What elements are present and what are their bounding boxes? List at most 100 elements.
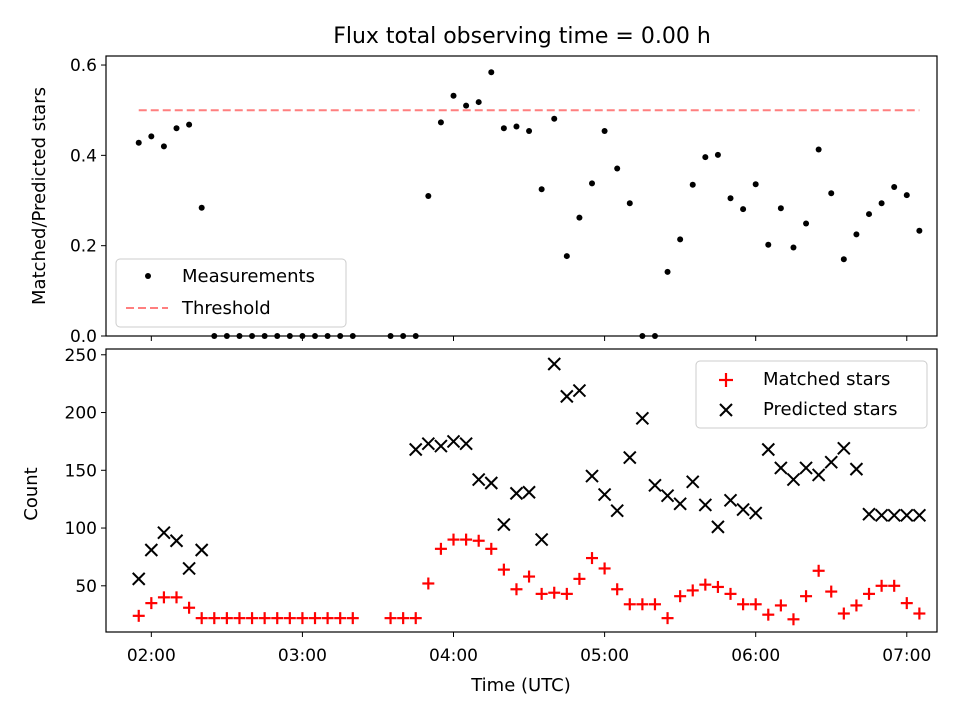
predicted-stars-point: [686, 475, 700, 489]
measurement-point: [664, 268, 671, 275]
matched-stars-point: [699, 578, 712, 591]
predicted-stars-point: [635, 411, 650, 426]
measurement-point: [538, 186, 545, 193]
bottom-y-tick-label: 250: [65, 346, 97, 366]
bottom-panel: 50 100 150 200 250 02:00 03:00 04:00 05:00 06:00…: [21, 346, 938, 696]
predicted-stars-point: [446, 434, 461, 449]
x-tick-label: 03:00: [278, 646, 327, 666]
measurement-point: [626, 200, 633, 207]
predicted-stars-point: [912, 508, 927, 523]
predicted-stars-point: [497, 517, 511, 532]
predicted-stars-point: [144, 543, 159, 557]
matched-stars-point: [661, 612, 674, 625]
bottom-y-tick-label: 100: [65, 519, 97, 539]
matched-stars-point: [875, 579, 888, 592]
legend-matched-marker: [719, 373, 733, 387]
matched-stars-point: [749, 598, 762, 611]
predicted-stars-point: [459, 437, 473, 451]
x-tick-label: 07:00: [882, 646, 931, 666]
measurement-point: [450, 92, 457, 99]
measurement-point: [173, 125, 180, 132]
top-y-ticks: 0.0 0.2 0.4 0.6: [70, 56, 106, 347]
matched-stars-point: [422, 577, 435, 590]
measurement-point: [488, 69, 495, 76]
predicted-stars-point: [723, 493, 738, 508]
matched-stars-point: [812, 564, 825, 577]
x-tick-label: 02:00: [127, 646, 176, 666]
matched-stars-point: [535, 587, 548, 600]
predicted-stars-point: [409, 442, 423, 457]
matched-stars-point: [258, 612, 271, 625]
measurement-point: [878, 200, 885, 207]
measurement-point: [677, 236, 684, 243]
measurement-point: [866, 211, 873, 218]
predicted-stars-point: [597, 487, 612, 502]
matched-stars-point: [598, 562, 611, 575]
matched-stars-point: [233, 612, 246, 625]
predicted-stars-point: [660, 488, 675, 503]
predicted-stars-point: [824, 455, 838, 469]
measurement-point: [198, 204, 205, 211]
bottom-legend: Matched stars Predicted stars: [695, 360, 928, 429]
measurement-point: [765, 241, 772, 248]
matched-stars-point: [321, 612, 334, 625]
matched-stars-point: [434, 542, 447, 555]
matched-stars-point: [485, 542, 498, 555]
predicted-stars-point: [748, 506, 763, 520]
predicted-stars-point: [761, 442, 775, 457]
matched-stars-point: [888, 579, 901, 592]
measurement-point: [777, 205, 784, 212]
measurement-point: [551, 115, 558, 122]
predicted-stars-point: [182, 561, 196, 576]
predicted-stars-point: [522, 485, 536, 499]
predicted-stars-point: [698, 498, 713, 512]
matched-stars-point: [132, 609, 145, 622]
matched-stars-point: [497, 563, 510, 576]
top-legend-box: [115, 258, 347, 328]
matched-stars-point: [447, 533, 460, 546]
matched-stars-point: [220, 612, 233, 625]
predicted-stars-point: [774, 461, 788, 475]
predicted-stars-point: [648, 478, 662, 493]
measurement-point: [840, 256, 847, 263]
top-y-tick-label: 0.2: [70, 237, 97, 257]
matched-stars-point: [611, 583, 624, 596]
measurement-point: [853, 231, 860, 238]
legend-predicted-marker: [719, 403, 733, 417]
matched-stars-point: [800, 590, 813, 603]
predicted-stars-point: [799, 461, 813, 475]
measurement-point: [576, 214, 583, 221]
matched-stars-point: [648, 598, 661, 611]
x-axis-label: Time (UTC): [470, 675, 571, 696]
legend-threshold-label: Threshold: [181, 298, 271, 319]
matched-stars-point: [246, 612, 259, 625]
matched-stars-point: [913, 607, 926, 620]
matched-stars-point: [586, 552, 599, 565]
measurement-point: [186, 121, 193, 128]
matched-stars-point: [283, 612, 296, 625]
predicted-stars-point: [547, 357, 561, 371]
predicted-stars-point: [811, 468, 826, 482]
measurement-point: [160, 143, 167, 150]
matched-stars-point: [510, 583, 523, 596]
top-panel: 0.0 0.2 0.4 0.6 Matched/Predicted stars Mea…: [29, 55, 938, 347]
measurement-point: [689, 181, 696, 188]
matched-stars-point: [737, 598, 750, 611]
predicted-stars-point: [736, 502, 750, 517]
top-y-tick-label: 0.4: [70, 146, 97, 166]
predicted-stars-point: [673, 497, 687, 511]
measurement-point: [563, 253, 570, 260]
bottom-axes-frame: [105, 348, 938, 633]
bottom-x-ticks: 02:00 03:00 04:00 05:00 06:00 07:00: [127, 632, 931, 666]
predicted-stars-point: [849, 462, 864, 476]
bottom-plot-area: [132, 357, 927, 626]
predicted-stars-point: [900, 508, 914, 523]
matched-stars-point: [548, 586, 561, 599]
matched-stars-point: [711, 580, 724, 593]
matched-stars-point: [724, 587, 737, 600]
matched-stars-point: [623, 598, 636, 611]
matched-stars-point: [183, 601, 196, 614]
predicted-stars-point: [887, 508, 901, 523]
predicted-stars-point: [837, 441, 851, 456]
